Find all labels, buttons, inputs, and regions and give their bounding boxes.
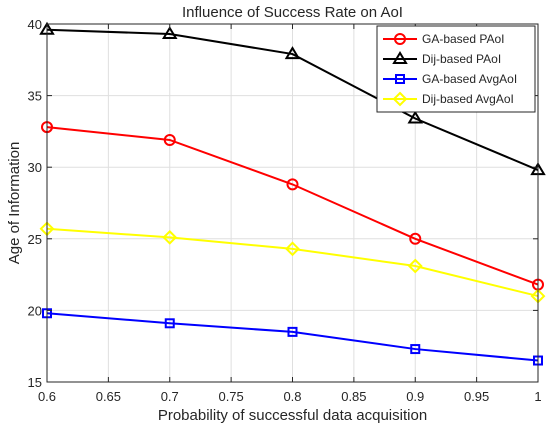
x-tick-label: 0.9 [406, 389, 424, 404]
y-tick-label: 30 [28, 160, 42, 175]
series-line [46, 312, 539, 362]
x-tick-label: 0.95 [464, 389, 489, 404]
data-point [407, 258, 423, 274]
x-axis-label: Probability of successful data acquisiti… [158, 407, 427, 424]
y-tick-label: 35 [28, 89, 42, 104]
data-point [407, 110, 424, 124]
x-tick-label: 0.7 [161, 389, 179, 404]
legend-item: GA-based PAoI [383, 32, 505, 46]
legend-marker [394, 33, 406, 45]
legend-marker [395, 74, 405, 84]
legend-label: GA-based AvgAoI [422, 72, 517, 86]
legend-item: Dij-based AvgAoI [383, 91, 514, 107]
legend-item: GA-based AvgAoI [383, 72, 517, 86]
data-point [162, 229, 178, 245]
chart-title: Influence of Success Rate on AoI [182, 4, 403, 21]
series-line [46, 227, 539, 298]
data-point [285, 241, 300, 257]
legend-item: Dij-based PAoI [383, 51, 501, 66]
legend-label: Dij-based PAoI [422, 52, 501, 66]
data-point [284, 46, 301, 60]
ticks: 0.6 0.65 0.7 0.75 0.8 0.85 0.9 0.95 1 15 20 25 30 35 4… [28, 17, 542, 404]
data-point [164, 318, 175, 329]
x-tick-label: 0.85 [341, 389, 366, 404]
x-tick-label: 0.8 [283, 389, 301, 404]
x-tick-label: 0.6 [38, 389, 56, 404]
x-tick-label: 1 [534, 389, 541, 404]
data-point [410, 344, 421, 355]
x-tick-label: 0.65 [96, 389, 121, 404]
legend-marker [392, 91, 408, 107]
legend-marker [392, 51, 408, 64]
x-tick-label: 0.75 [218, 389, 243, 404]
data-point [409, 232, 422, 245]
series-line [46, 28, 539, 171]
data-point [287, 326, 298, 337]
series-line [46, 126, 539, 286]
y-tick-label: 40 [28, 17, 42, 32]
legend: GA-based PAoI Dij-based PAoI GA-based AvgA… [376, 25, 536, 113]
data-point [161, 26, 178, 40]
legend-label: Dij-based AvgAoI [422, 92, 514, 106]
y-tick-label: 20 [28, 303, 42, 318]
y-axis-label: Age of Information [6, 142, 23, 265]
data-point [163, 133, 176, 146]
y-tick-label: 25 [28, 232, 42, 247]
y-tick-label: 15 [28, 375, 42, 390]
data-point [286, 178, 299, 191]
legend-label: GA-based PAoI [422, 32, 505, 46]
